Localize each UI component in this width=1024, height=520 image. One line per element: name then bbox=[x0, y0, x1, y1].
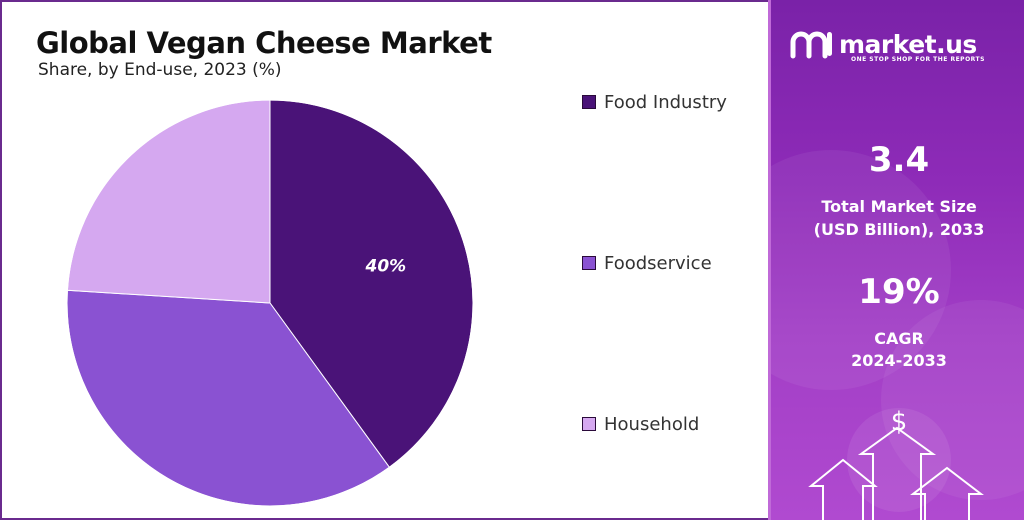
pie-chart: 40% bbox=[66, 99, 474, 507]
cagr-value: 19% bbox=[858, 272, 940, 312]
chart-subtitle: Share, by End-use, 2023 (%) bbox=[38, 60, 282, 80]
brand-logo: market.us bbox=[789, 28, 977, 60]
legend-swatch bbox=[582, 417, 596, 431]
market-size-value: 3.4 bbox=[868, 140, 930, 180]
market-size-label-2: (USD Billion), 2033 bbox=[813, 220, 985, 239]
pie-slice-household bbox=[66, 99, 271, 304]
legend-label: Foodservice bbox=[604, 252, 712, 274]
brand-tagline: ONE STOP SHOP FOR THE REPORTS bbox=[851, 56, 985, 63]
legend-label: Household bbox=[604, 413, 700, 435]
chart-panel: Global Vegan Cheese Market Share, by End… bbox=[0, 0, 768, 520]
legend-item: Household bbox=[582, 412, 762, 436]
legend-label: Food Industry bbox=[604, 91, 727, 113]
brand-name: market.us bbox=[839, 29, 977, 59]
chart-title: Global Vegan Cheese Market bbox=[36, 26, 492, 60]
legend-swatch bbox=[582, 256, 596, 270]
legend-swatch bbox=[582, 95, 596, 109]
legend-item: Food Industry bbox=[582, 90, 762, 114]
pie-outline bbox=[66, 99, 474, 507]
growth-illustration: $ bbox=[808, 407, 984, 520]
cagr-label-2: 2024-2033 bbox=[851, 351, 947, 370]
data-label: 40% bbox=[364, 256, 406, 276]
stats-panel: market.us ONE STOP SHOP FOR THE REPORTS … bbox=[768, 0, 1024, 520]
cagr-label-1: CAGR bbox=[874, 329, 924, 348]
up-arrow-icon bbox=[808, 426, 984, 520]
legend-item: Foodservice bbox=[582, 251, 762, 275]
market-size-label-1: Total Market Size bbox=[821, 197, 977, 216]
market-us-logo-icon bbox=[790, 31, 832, 59]
